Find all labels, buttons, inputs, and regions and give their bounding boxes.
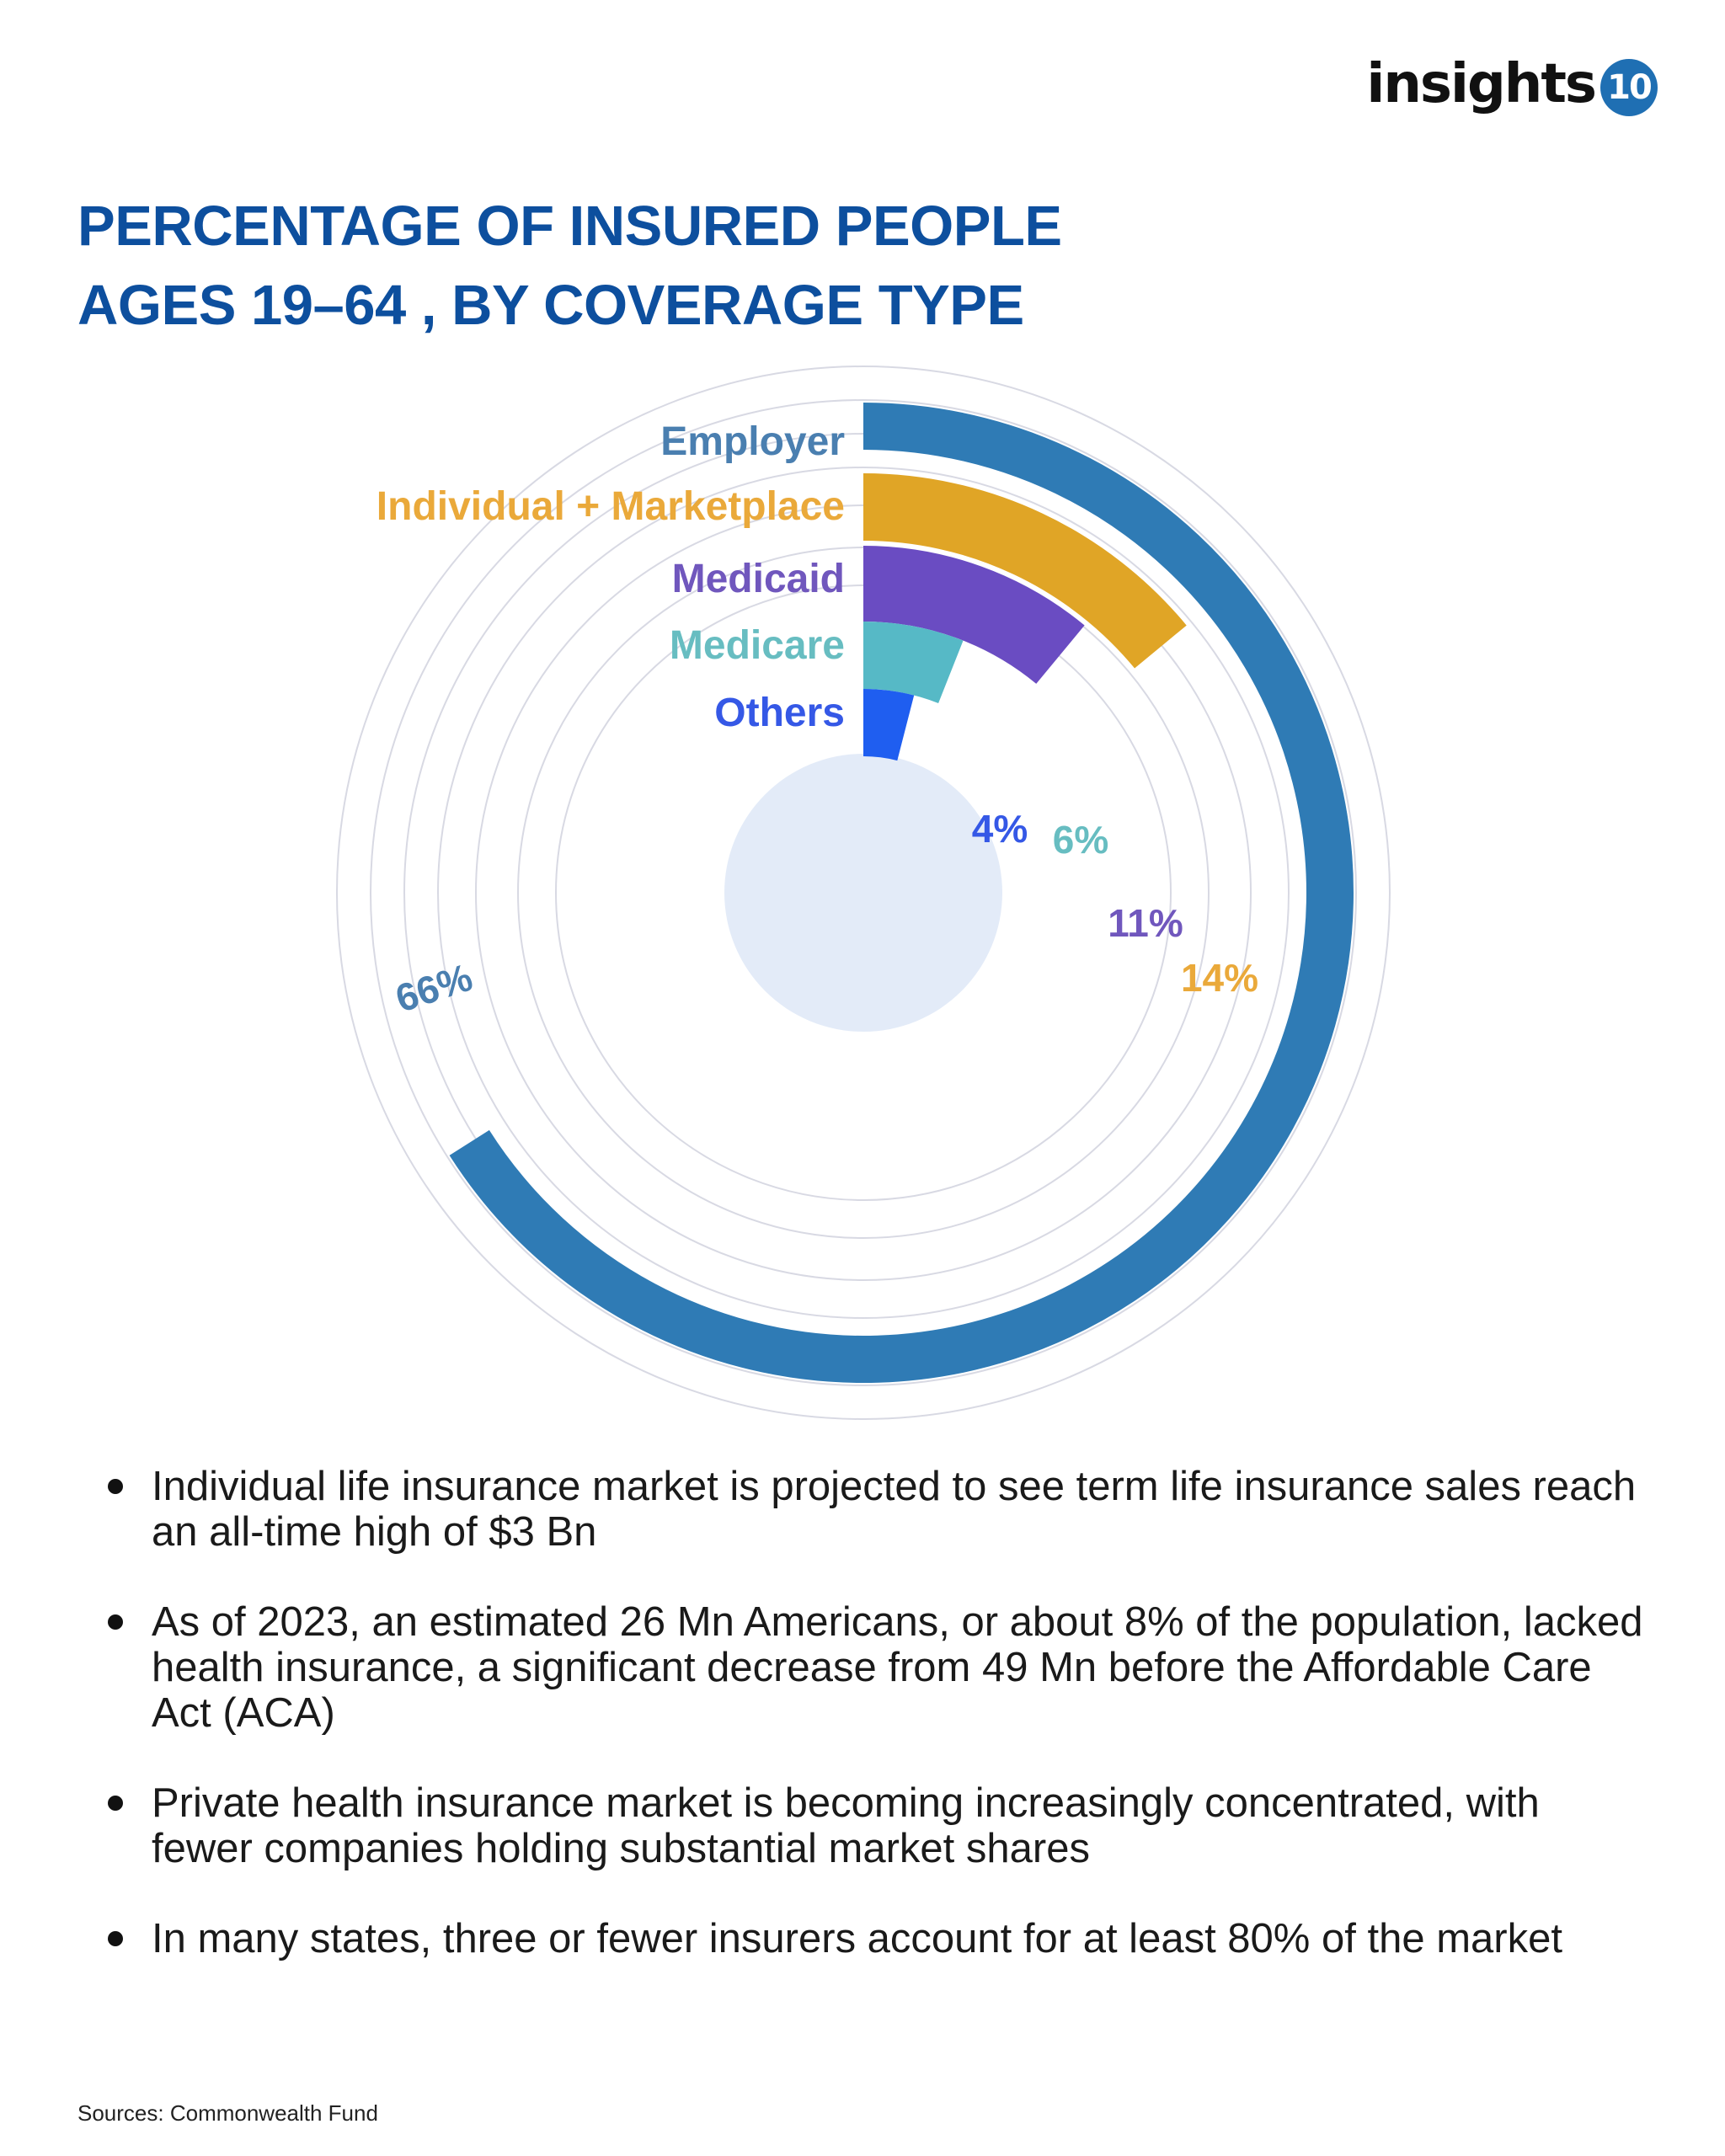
category-label-medicaid: Medicaid — [672, 557, 845, 601]
logo-wordmark: insights — [1366, 53, 1597, 115]
chart-title-line-2: AGES 19–64 , BY COVERAGE TYPE — [77, 274, 1024, 337]
bar-individual-marketplace — [862, 473, 1187, 669]
insights10-logo: insights 10 — [1366, 52, 1658, 116]
finding-text: In many states, three or fewer insurers … — [152, 1916, 1562, 1961]
category-label-employer: Employer — [660, 419, 845, 464]
bar-medicaid — [862, 546, 1085, 685]
category-label-medicare: Medicare — [670, 623, 845, 668]
finding-text: Private health insurance market is becom… — [152, 1780, 1540, 1871]
source-note: Sources: Commonwealth Fund — [77, 2100, 378, 2126]
category-label-others: Others — [714, 691, 845, 735]
value-label-individual-marketplace: 14% — [1181, 956, 1258, 1000]
gridline-circle — [370, 399, 1357, 1386]
finding-item: In many states, three or fewer insurers … — [101, 1916, 1651, 1961]
finding-text: Individual life insurance market is proj… — [152, 1464, 1637, 1555]
key-findings-list: Individual life insurance market is proj… — [101, 1464, 1651, 2006]
bar-others — [862, 689, 915, 761]
category-labels: Employer Individual + Marketplace Medicaid… — [377, 419, 845, 735]
finding-item: As of 2023, an estimated 26 Mn Americans… — [101, 1599, 1651, 1736]
logo-badge: 10 — [1600, 59, 1658, 116]
bar-medicare — [862, 622, 964, 704]
radial-bar-chart: Employer Individual + Marketplace Medicaid… — [336, 366, 1391, 1420]
chart-title-line-1: PERCENTAGE OF INSURED PEOPLE — [77, 195, 1062, 258]
bullet-dot — [108, 1479, 123, 1494]
bullet-dot — [108, 1614, 123, 1630]
finding-item: Private health insurance market is becom… — [101, 1780, 1651, 1871]
value-labels: 66% 14% 11%6% 4% — [390, 807, 1258, 1021]
chart-center-disc — [724, 754, 1002, 1032]
bullet-dot — [108, 1796, 123, 1811]
bullet-dot — [108, 1931, 123, 1946]
value-label-medicare: 6% — [1053, 818, 1108, 862]
category-label-individual-marketplace: Individual + Marketplace — [377, 484, 845, 529]
value-label-others: 4% — [972, 807, 1028, 851]
chart-gridlines — [336, 366, 1391, 1420]
chart-title: PERCENTAGE OF INSURED PEOPLE AGES 19–64 … — [77, 187, 1341, 345]
gridline-circle — [336, 366, 1391, 1420]
finding-item: Individual life insurance market is proj… — [101, 1464, 1651, 1555]
value-label-employer: 66% — [390, 955, 478, 1021]
chart-bars — [449, 403, 1354, 1383]
value-label-medicaid: 11% — [1108, 901, 1183, 945]
gridline-circle — [437, 467, 1290, 1319]
finding-text: As of 2023, an estimated 26 Mn Americans… — [152, 1599, 1643, 1736]
bar-employer — [449, 403, 1354, 1383]
